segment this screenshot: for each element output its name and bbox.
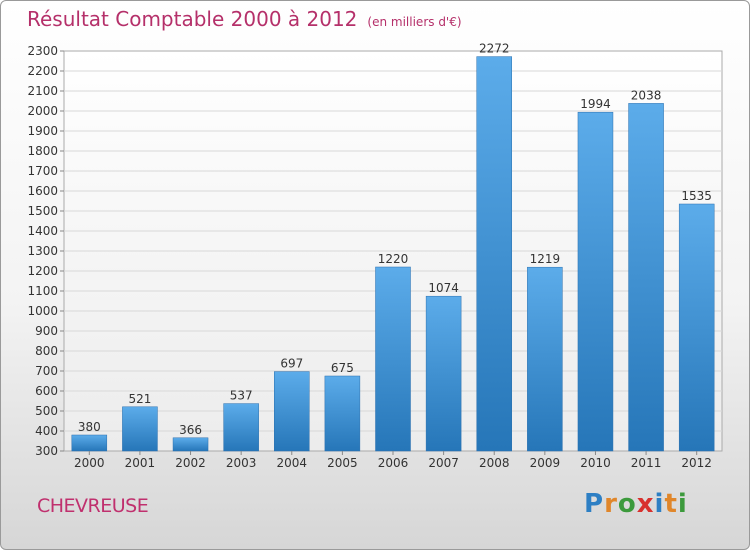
logo-letter: r bbox=[604, 489, 618, 519]
y-tick-label: 1100 bbox=[27, 284, 58, 298]
y-tick-label: 900 bbox=[35, 324, 58, 338]
y-tick-label: 300 bbox=[35, 444, 58, 458]
y-tick-label: 400 bbox=[35, 424, 58, 438]
y-tick-label: 800 bbox=[35, 344, 58, 358]
bar-2006 bbox=[375, 266, 411, 452]
y-axis-ticks: 300 400 500 600 700 800 900 1000 1100 1200 1300 140… bbox=[27, 44, 64, 458]
bar-value-label: 2038 bbox=[631, 88, 662, 102]
bars: 380 521 366 537 697 675 1220 1074 2272 1219 1994 20… bbox=[71, 42, 715, 452]
x-tick-label: 2007 bbox=[428, 456, 459, 470]
proxiti-logo[interactable]: Proxiti bbox=[584, 489, 688, 519]
logo-letter: P bbox=[584, 489, 605, 519]
y-tick-label: 1300 bbox=[27, 244, 58, 258]
x-tick-label: 2009 bbox=[530, 456, 561, 470]
x-tick-label: 2011 bbox=[631, 456, 662, 470]
y-tick-label: 1400 bbox=[27, 224, 58, 238]
y-tick-label: 700 bbox=[35, 364, 58, 378]
x-tick-label: 2002 bbox=[175, 456, 206, 470]
y-tick-label: 1600 bbox=[27, 184, 58, 198]
y-tick-label: 2300 bbox=[27, 44, 58, 58]
bar-2002 bbox=[172, 437, 209, 452]
y-tick-label: 1800 bbox=[27, 144, 58, 158]
y-tick-label: 500 bbox=[35, 404, 58, 418]
bar-2000 bbox=[71, 434, 108, 452]
y-tick-label: 1700 bbox=[27, 164, 58, 178]
x-tick-label: 2003 bbox=[226, 456, 257, 470]
y-tick-label: 2100 bbox=[27, 84, 58, 98]
y-tick-label: 1900 bbox=[27, 124, 58, 138]
x-tick-label: 2008 bbox=[479, 456, 510, 470]
y-tick-label: 1000 bbox=[27, 304, 58, 318]
bar-2007 bbox=[425, 295, 462, 452]
x-tick-label: 2000 bbox=[74, 456, 105, 470]
bar-2012 bbox=[678, 203, 715, 452]
bar-value-label: 1219 bbox=[530, 252, 561, 266]
y-tick-label: 2200 bbox=[27, 64, 58, 78]
x-tick-label: 2012 bbox=[681, 456, 712, 470]
y-tick-label: 2000 bbox=[27, 104, 58, 118]
y-tick-label: 1200 bbox=[27, 264, 58, 278]
bar-value-label: 366 bbox=[179, 423, 202, 437]
y-tick-label: 1500 bbox=[27, 204, 58, 218]
bar-value-label: 697 bbox=[280, 357, 303, 371]
chart-subtitle: (en milliers d'€) bbox=[367, 15, 462, 29]
bar-value-label: 1220 bbox=[378, 252, 409, 266]
bar-2008 bbox=[476, 56, 512, 452]
bar-2010 bbox=[577, 111, 614, 452]
logo-letter: i bbox=[654, 489, 665, 519]
chart-title-text: Résultat Comptable 2000 à 2012 bbox=[27, 7, 358, 31]
x-tick-label: 2004 bbox=[276, 456, 307, 470]
bar-2011 bbox=[628, 103, 664, 452]
chart-title: Résultat Comptable 2000 à 2012 (en millie… bbox=[27, 7, 462, 31]
bar-2004 bbox=[274, 371, 310, 452]
x-tick-label: 2005 bbox=[327, 456, 358, 470]
bar-2003 bbox=[223, 403, 259, 452]
bar-value-label: 380 bbox=[78, 420, 101, 434]
y-tick-label: 600 bbox=[35, 384, 58, 398]
bar-2009 bbox=[527, 266, 563, 452]
logo-letter: o bbox=[617, 489, 637, 519]
bar-value-label: 675 bbox=[331, 361, 354, 375]
x-tick-label: 2006 bbox=[378, 456, 409, 470]
bar-value-label: 537 bbox=[230, 389, 253, 403]
x-tick-label: 2001 bbox=[125, 456, 156, 470]
bar-value-label: 1535 bbox=[681, 189, 712, 203]
x-axis-ticks: 2000 2001 2002 2003 2004 2005 2006 2007 2008 2009… bbox=[74, 451, 712, 470]
logo-letter: t bbox=[664, 489, 678, 519]
x-tick-label: 2010 bbox=[580, 456, 611, 470]
logo-letter: i bbox=[677, 489, 688, 519]
bar-2001 bbox=[122, 406, 158, 452]
bar-2005 bbox=[324, 375, 361, 452]
bar-value-label: 521 bbox=[128, 392, 151, 406]
bar-value-label: 1074 bbox=[428, 281, 459, 295]
city-name: CHEVREUSE bbox=[37, 495, 149, 517]
bar-value-label: 2272 bbox=[479, 42, 510, 56]
logo-letter: x bbox=[636, 489, 655, 519]
bar-value-label: 1994 bbox=[580, 97, 611, 111]
